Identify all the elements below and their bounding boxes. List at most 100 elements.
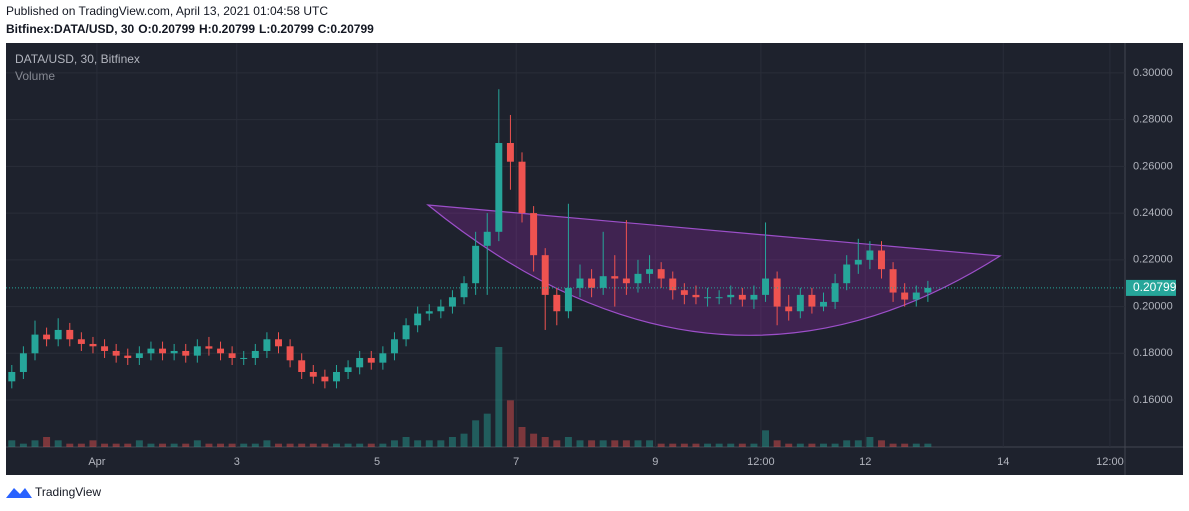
y-tick-label: 0.16000 (1133, 394, 1173, 406)
ohlc-h: 0.20799 (212, 22, 256, 36)
candle-body (831, 283, 839, 302)
candle-body (750, 294, 758, 300)
candle-body (182, 350, 190, 356)
volume-bar (576, 440, 584, 447)
volume-bar (147, 443, 155, 447)
candle-body (333, 371, 340, 382)
candle-body (773, 278, 781, 307)
candle-body (66, 329, 74, 340)
volume-bar (680, 443, 688, 447)
ohlc-o: 0.20799 (152, 22, 196, 36)
candle-body (124, 355, 132, 358)
candle-body (738, 294, 746, 300)
candle-body (54, 329, 62, 340)
candle-body (553, 294, 561, 312)
candle-body (576, 278, 584, 288)
candle-body (715, 297, 723, 299)
candle-body (89, 343, 97, 347)
candle-body (8, 371, 16, 382)
candle-body (820, 301, 827, 307)
candle-body (646, 269, 654, 274)
candle-body (147, 348, 155, 354)
volume-bar (912, 443, 920, 447)
volume-bar (425, 440, 433, 447)
candle-body (889, 269, 897, 293)
y-tick-label: 0.22000 (1133, 254, 1173, 266)
candle-body (275, 339, 282, 347)
candle-body (588, 278, 596, 288)
volume-bar (866, 437, 874, 447)
volume-bar (727, 443, 735, 447)
volume-bar (622, 440, 630, 447)
candle-body (159, 348, 167, 354)
symbol: Bitfinex:DATA/USD, 30 (6, 22, 135, 36)
candle-body (286, 346, 294, 361)
volume-bar (541, 437, 549, 447)
candle-body (217, 348, 225, 354)
volume-bar (8, 440, 16, 447)
candle-body (530, 213, 538, 256)
volume-bar (298, 443, 306, 447)
candles-layer (8, 89, 932, 389)
ohlc-l-label: L: (259, 22, 270, 36)
candle-body (112, 350, 120, 356)
candle-body (796, 294, 804, 312)
volume-bar (715, 443, 723, 447)
candle-body (356, 357, 364, 368)
candle-body (101, 346, 109, 351)
x-tick-label: 7 (513, 456, 519, 468)
volume-bar (390, 440, 398, 447)
candle-body (344, 367, 352, 372)
volume-bar (402, 437, 410, 447)
candle-body (611, 276, 619, 279)
volume-bar (275, 443, 282, 447)
volume-bar (205, 443, 213, 447)
y-tick-label: 0.20000 (1133, 300, 1173, 312)
x-tick-label: Apr (88, 456, 105, 468)
volume-bar (530, 433, 538, 447)
overlay: 0.16000 0.18000 0.20000 0.22000 0.24000 0.260… (6, 67, 1177, 468)
candle-body (506, 143, 514, 162)
volume-bar (66, 443, 74, 447)
volume-bar (518, 427, 526, 447)
candle-body (878, 250, 885, 270)
candle-body (622, 278, 630, 284)
y-tick-label: 0.24000 (1133, 207, 1173, 219)
y-tick-label: 0.26000 (1133, 160, 1173, 172)
volume-bar (251, 443, 259, 447)
volume-bar (77, 443, 85, 447)
candle-body (460, 283, 468, 298)
volume-bar (506, 400, 514, 447)
volume-bar (101, 443, 109, 447)
volume-bar (124, 443, 132, 447)
brand-logo: TradingView (6, 485, 101, 499)
volume-bar (646, 440, 654, 447)
volume-bar (657, 443, 665, 447)
x-tick-label: 12:00 (1096, 456, 1124, 468)
candle-body (854, 259, 862, 265)
candle-body (680, 290, 688, 295)
candle-body (785, 306, 793, 312)
volume-bar (182, 443, 190, 447)
volume-bar (796, 443, 804, 447)
candle-body (657, 269, 665, 279)
candle-body (251, 350, 259, 358)
volume-bar (773, 440, 781, 447)
candle-body (240, 357, 248, 359)
candle-body (692, 294, 700, 298)
candle-body (43, 334, 51, 340)
volume-bar (854, 440, 862, 447)
volume-bar (553, 440, 561, 447)
brand: TradingView (35, 485, 101, 499)
volume-bar (333, 443, 340, 447)
candle-body (762, 278, 770, 295)
volume-bar (564, 437, 572, 447)
volume-bar (843, 440, 851, 447)
ohlc-c: 0.20799 (330, 22, 374, 36)
cup-pattern (426, 204, 1002, 336)
candle-body (541, 255, 549, 295)
x-tick-label: 12:00 (747, 456, 775, 468)
candle-body (367, 357, 375, 363)
candle-body (193, 346, 201, 356)
volume-bar (634, 440, 642, 447)
